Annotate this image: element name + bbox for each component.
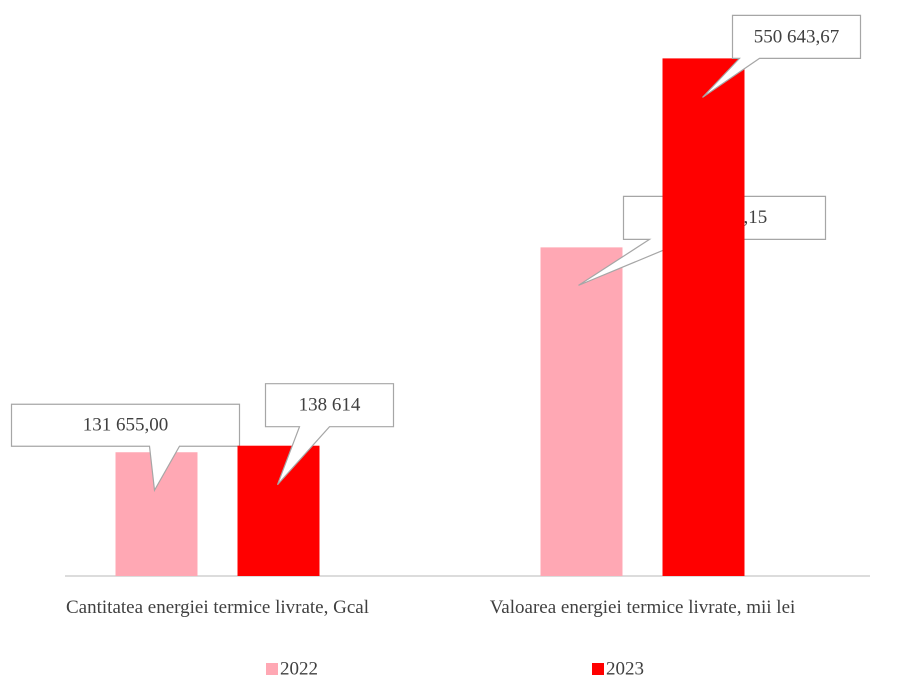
data-label: 131 655,00 [83,415,169,436]
callout [702,14,862,98]
callout [10,403,241,493]
legend-label: 2023 [606,658,644,679]
bar [237,445,320,576]
data-label: 138 614 [299,395,361,416]
x-tick-label: Cantitatea energiei termice livrate, Gca… [66,597,369,618]
x-tick-label: Valoarea energiei termice livrate, mii l… [489,597,796,618]
legend-label: 2022 [280,658,318,679]
data-label: 550 643,67 [754,26,840,47]
legend-swatch [592,663,604,675]
legend-swatch [266,663,278,675]
callout [578,195,827,286]
bar [662,58,745,576]
bar [540,247,623,577]
callout [264,383,395,486]
